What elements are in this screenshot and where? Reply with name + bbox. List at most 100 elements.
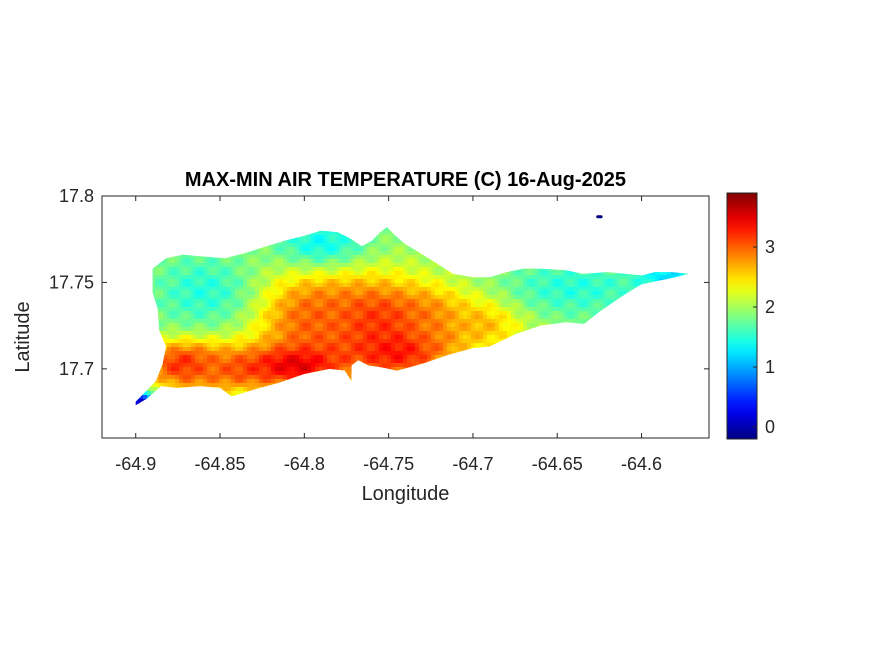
heatmap-cell	[323, 347, 328, 352]
heatmap-cell	[423, 303, 428, 308]
heatmap-cell	[203, 259, 208, 264]
heatmap-cell	[559, 331, 564, 336]
heatmap-cell	[483, 359, 488, 364]
heatmap-cell	[527, 307, 532, 312]
heatmap-cell	[379, 291, 384, 296]
heatmap-cell	[511, 399, 516, 404]
heatmap-cell	[235, 403, 240, 406]
heatmap-cell	[139, 279, 144, 284]
heatmap-cell	[359, 311, 364, 316]
heatmap-cell	[483, 371, 488, 376]
heatmap-cell	[479, 331, 484, 336]
heatmap-cell	[287, 383, 292, 388]
heatmap-cell	[455, 267, 460, 272]
heatmap-cell	[403, 307, 408, 312]
heatmap-cell	[567, 395, 572, 400]
heatmap-cell	[511, 283, 516, 288]
heatmap-cell	[551, 399, 556, 404]
heatmap-cell	[431, 279, 436, 284]
heatmap-cell	[331, 399, 336, 404]
heatmap-cell	[403, 375, 408, 380]
heatmap-cell	[351, 343, 356, 348]
heatmap-cell	[315, 347, 320, 352]
heatmap-cell	[323, 287, 328, 292]
heatmap-cell	[251, 259, 256, 264]
heatmap-cell	[383, 319, 388, 324]
heatmap-cell	[239, 287, 244, 292]
heatmap-cell	[195, 379, 200, 384]
heatmap-cell	[387, 363, 392, 368]
heatmap-cell	[263, 307, 268, 312]
heatmap-cell	[171, 387, 176, 392]
heatmap-cell	[499, 275, 504, 280]
heatmap-cell	[419, 359, 424, 364]
heatmap-cell	[203, 379, 208, 384]
heatmap-cell	[471, 291, 476, 296]
heatmap-cell	[311, 335, 316, 340]
heatmap-cell	[419, 307, 424, 312]
heatmap-cell	[171, 251, 176, 256]
heatmap-cell	[503, 375, 508, 380]
heatmap-cell	[371, 371, 376, 376]
heatmap-cell	[411, 315, 416, 320]
heatmap-cell	[295, 323, 300, 328]
heatmap-cell	[151, 263, 156, 268]
heatmap-cell	[335, 403, 340, 406]
heatmap-cell	[275, 295, 280, 300]
heatmap-cell	[151, 367, 156, 372]
heatmap-cell	[183, 295, 188, 300]
heatmap-cell	[187, 279, 192, 284]
heatmap-cell	[371, 271, 376, 276]
heatmap-cell	[303, 323, 308, 328]
heatmap-cell	[371, 279, 376, 284]
heatmap-cell	[147, 387, 152, 392]
heatmap-cell	[559, 267, 564, 272]
heatmap-cell	[331, 323, 336, 328]
heatmap-cell	[475, 339, 480, 344]
heatmap-cell	[507, 399, 512, 404]
heatmap-cell	[199, 367, 204, 372]
heatmap-cell	[411, 271, 416, 276]
heatmap-cell	[451, 255, 456, 260]
heatmap-cell	[207, 319, 212, 324]
heatmap-cell	[159, 291, 164, 296]
heatmap-cell	[495, 395, 500, 400]
heatmap-cell	[139, 259, 144, 264]
heatmap-cell	[539, 355, 544, 360]
heatmap-cell	[239, 303, 244, 308]
heatmap-cell	[507, 299, 512, 304]
heatmap-cell	[455, 279, 460, 284]
heatmap-cell	[171, 243, 176, 248]
heatmap-cell	[435, 319, 440, 324]
heatmap-cell	[243, 255, 248, 260]
heatmap-cell	[279, 307, 284, 312]
heatmap-cell	[291, 227, 296, 232]
heatmap-cell	[355, 271, 360, 276]
heatmap-cell	[467, 375, 472, 380]
heatmap-cell	[367, 331, 372, 336]
heatmap-cell	[319, 307, 324, 312]
heatmap-cell	[467, 347, 472, 352]
heatmap-cell	[259, 295, 264, 300]
heatmap-cell	[375, 259, 380, 264]
heatmap-cell	[531, 279, 536, 284]
heatmap-cell	[327, 367, 332, 372]
heatmap-cell	[463, 275, 468, 280]
heatmap-cell	[343, 255, 348, 260]
heatmap-cell	[531, 371, 536, 376]
heatmap-cell	[239, 259, 244, 264]
heatmap-cell	[155, 391, 160, 396]
heatmap-cell	[171, 351, 176, 356]
heatmap-cell	[215, 247, 220, 252]
heatmap-cell	[283, 287, 288, 292]
heatmap-cell	[211, 323, 216, 328]
heatmap-cell	[275, 287, 280, 292]
heatmap-cell	[219, 235, 224, 240]
heatmap-cell	[339, 403, 344, 406]
heatmap-cell	[431, 267, 436, 272]
heatmap-cell	[347, 247, 352, 252]
heatmap-cell	[439, 351, 444, 356]
heatmap-cell	[359, 391, 364, 396]
heatmap-cell	[303, 247, 308, 252]
heatmap-cell	[215, 315, 220, 320]
